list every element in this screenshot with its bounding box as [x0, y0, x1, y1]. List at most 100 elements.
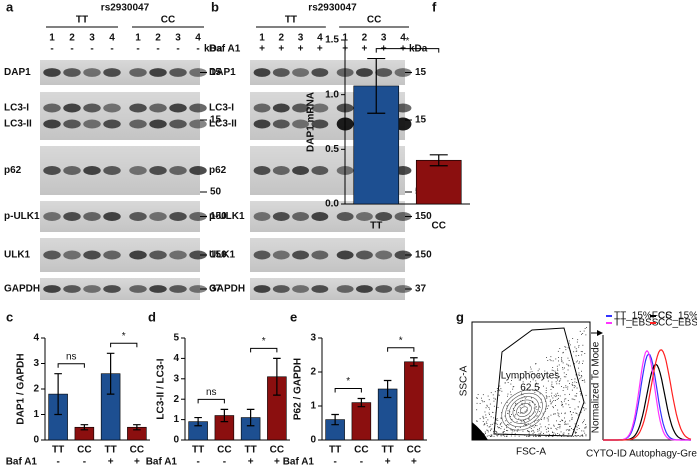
- event-dot: [507, 413, 509, 414]
- panel-label: b: [211, 0, 219, 14]
- event-dot: [506, 427, 508, 429]
- treatment-label: Baf A1: [283, 457, 315, 468]
- blot-band: [292, 119, 310, 129]
- significance-bracket: [334, 388, 362, 393]
- gate-label: Lymphocytes: [501, 371, 560, 382]
- blot-band: [103, 250, 121, 260]
- event-dot: [511, 418, 513, 420]
- event-dot: [514, 415, 516, 417]
- event-dot: [569, 426, 571, 427]
- event-dot: [563, 432, 565, 434]
- event-dot: [529, 371, 531, 373]
- blot-band: [83, 68, 101, 77]
- event-dot: [560, 378, 562, 380]
- event-dot: [567, 357, 569, 359]
- event-dot: [552, 370, 554, 372]
- event-dot: [526, 409, 527, 411]
- significance-label: *: [399, 335, 403, 346]
- event-dot: [575, 374, 577, 376]
- significance-bracket: [57, 363, 85, 368]
- event-dot: [487, 430, 489, 431]
- event-dot: [501, 422, 503, 424]
- y-tick-label: 3: [310, 333, 316, 344]
- event-dot: [487, 419, 489, 421]
- event-dot: [494, 398, 496, 400]
- event-dot: [519, 427, 521, 428]
- event-dot: [528, 404, 530, 405]
- event-dot: [557, 379, 558, 381]
- y-axis-label: Normalized To Mode: [591, 341, 602, 433]
- treatment-sign: -: [83, 457, 86, 468]
- event-dot: [514, 435, 516, 437]
- blot-band: [83, 250, 101, 260]
- event-dot: [507, 430, 509, 432]
- treatment-sign: -: [333, 457, 336, 468]
- event-dot: [578, 374, 580, 376]
- event-dot: [583, 419, 585, 421]
- event-dot: [495, 422, 497, 424]
- panel-label: g: [456, 309, 464, 324]
- blot-band: [129, 119, 147, 129]
- blot-band: [63, 68, 81, 77]
- event-dot: [486, 423, 488, 424]
- event-dot: [558, 364, 560, 366]
- event-dot: [552, 360, 554, 362]
- event-dot: [482, 401, 484, 403]
- panel-label: e: [290, 309, 297, 324]
- treatment-sign: -: [176, 44, 179, 55]
- event-dot: [537, 428, 539, 430]
- event-dot: [553, 432, 555, 434]
- event-dot: [552, 373, 554, 375]
- event-dot: [524, 397, 526, 399]
- event-dot: [540, 431, 542, 433]
- event-dot: [488, 412, 490, 414]
- x-tick-label: CC: [217, 445, 231, 456]
- event-dot: [561, 358, 562, 360]
- event-dot: [570, 411, 571, 413]
- event-dot: [495, 430, 496, 432]
- event-dot: [539, 406, 541, 408]
- event-dot: [558, 357, 559, 358]
- event-dot: [503, 431, 505, 432]
- event-dot: [479, 403, 481, 404]
- legend-label: CC_15%FCS: [658, 311, 697, 322]
- event-dot: [512, 388, 514, 390]
- event-dot: [504, 382, 506, 384]
- blot-band: [83, 103, 101, 113]
- event-dot: [534, 435, 536, 437]
- event-dot: [534, 411, 536, 413]
- event-dot: [490, 424, 492, 426]
- event-dot: [578, 367, 579, 369]
- event-dot: [507, 424, 509, 425]
- event-dot: [538, 375, 540, 376]
- unit-label: kDa: [409, 44, 428, 55]
- protein-label: LC3-I: [4, 103, 29, 114]
- event-dot: [552, 406, 554, 408]
- blot-band: [149, 103, 167, 113]
- event-dot: [567, 400, 569, 401]
- event-dot: [486, 405, 488, 407]
- event-dot: [494, 391, 496, 393]
- event-dot: [483, 401, 485, 403]
- event-dot: [534, 434, 536, 435]
- event-dot: [489, 408, 490, 410]
- protein-label: LC3-II: [209, 119, 237, 130]
- blot-band: [83, 285, 101, 293]
- event-dot: [524, 371, 526, 373]
- event-dot: [551, 381, 553, 383]
- event-dot: [565, 403, 567, 405]
- event-dot: [533, 426, 535, 428]
- event-dot: [532, 429, 534, 431]
- event-dot: [559, 433, 561, 435]
- event-dot: [566, 363, 568, 365]
- event-dot: [553, 425, 555, 427]
- event-dot: [578, 362, 580, 364]
- event-dot: [565, 376, 567, 378]
- blot-band: [253, 103, 271, 113]
- event-dot: [580, 393, 582, 394]
- event-dot: [549, 435, 551, 437]
- treatment-sign: -: [223, 457, 226, 468]
- event-dot: [577, 406, 579, 408]
- event-dot: [523, 412, 525, 414]
- blot-band: [129, 166, 147, 175]
